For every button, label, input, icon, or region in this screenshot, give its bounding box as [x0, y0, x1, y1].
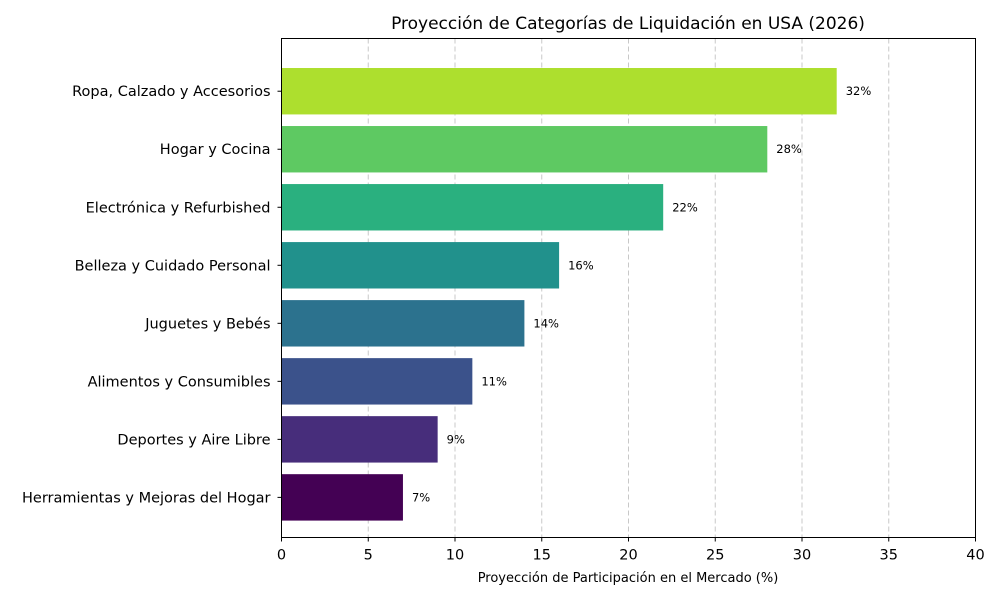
- y-tick-label: Belleza y Cuidado Personal: [75, 258, 271, 274]
- x-axis-label: Proyección de Participación en el Mercad…: [478, 571, 779, 586]
- x-tick-label: 20: [619, 548, 637, 564]
- bar: [281, 358, 473, 405]
- bar: [281, 184, 664, 231]
- data-label: 22%: [672, 200, 698, 214]
- x-tick-label: 0: [277, 548, 286, 564]
- data-label: 32%: [846, 84, 872, 98]
- x-tick-label: 15: [533, 548, 551, 564]
- bar: [281, 300, 525, 347]
- bar: [281, 242, 560, 289]
- y-axis: Ropa, Calzado y Accesorios Hogar y Cocina…: [22, 84, 282, 506]
- data-label: 16%: [568, 258, 594, 272]
- bar: [281, 126, 768, 173]
- bars: [281, 68, 837, 521]
- chart-title: Proyección de Categorías de Liquidación …: [391, 14, 865, 34]
- y-tick-label: Deportes y Aire Libre: [117, 432, 270, 448]
- y-tick-label: Alimentos y Consumibles: [88, 374, 271, 390]
- data-label: 9%: [447, 432, 465, 446]
- data-label: 7%: [412, 490, 430, 504]
- x-tick-label: 10: [446, 548, 464, 564]
- y-tick-label: Herramientas y Mejoras del Hogar: [22, 490, 271, 506]
- bar: [281, 416, 438, 463]
- x-tick-label: 30: [793, 548, 811, 564]
- y-tick-label: Electrónica y Refurbished: [86, 200, 271, 216]
- data-label: 14%: [533, 316, 559, 330]
- x-tick-label: 40: [966, 548, 984, 564]
- bar: [281, 68, 837, 115]
- x-tick-label: 25: [706, 548, 724, 564]
- x-tick-label: 35: [880, 548, 898, 564]
- y-tick-label: Hogar y Cocina: [160, 142, 271, 158]
- x-tick-label: 5: [364, 548, 373, 564]
- bar: [281, 474, 403, 521]
- data-labels: 32% 28% 22% 16% 14% 11% 9% 7%: [412, 84, 871, 504]
- y-tick-label: Ropa, Calzado y Accesorios: [72, 84, 270, 100]
- data-label: 11%: [481, 374, 507, 388]
- y-tick-label: Juguetes y Bebés: [144, 316, 270, 332]
- x-axis: 0 5 10 15 20 25 30 35 40: [277, 537, 985, 564]
- data-label: 28%: [776, 142, 802, 156]
